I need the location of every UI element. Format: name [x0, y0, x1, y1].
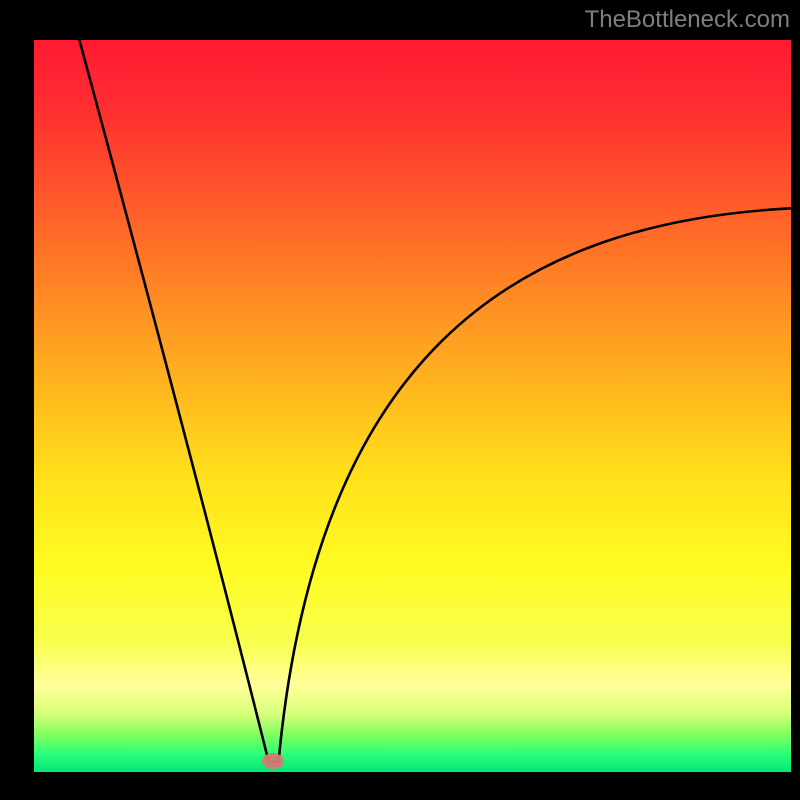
chart-stage: TheBottleneck.com	[0, 0, 800, 800]
watermark-label: TheBottleneck.com	[585, 6, 790, 34]
bottleneck-curve	[34, 40, 791, 772]
plot-area	[34, 40, 791, 772]
